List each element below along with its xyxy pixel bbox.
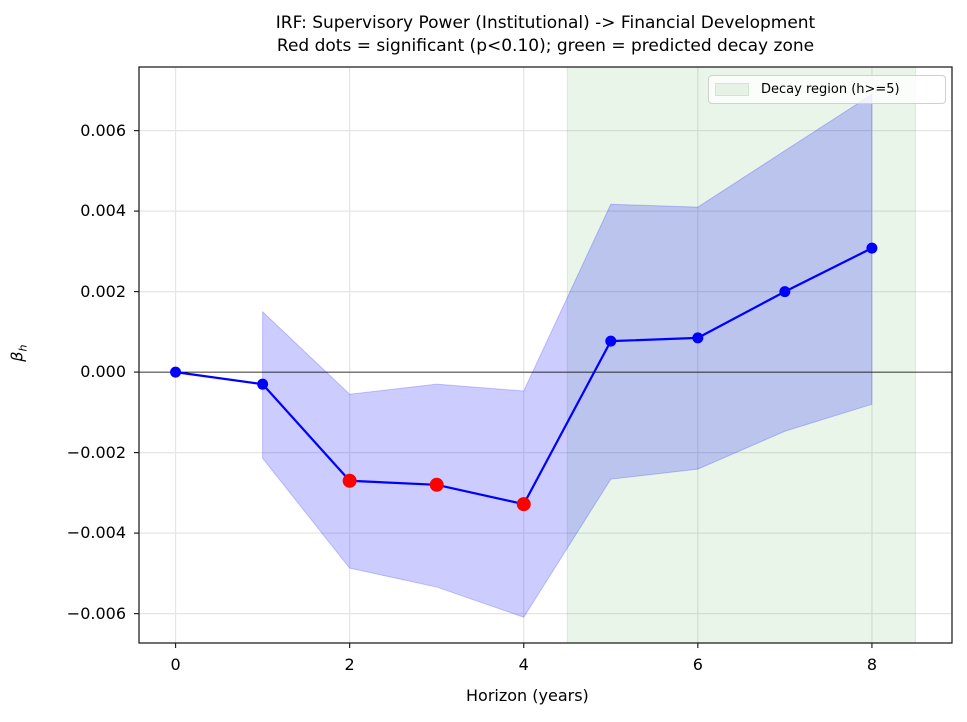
- y-axis-title-main: β: [7, 351, 27, 362]
- x-tick-label: 6: [692, 655, 703, 674]
- x-tick-label: 8: [866, 655, 877, 674]
- gridlines: [139, 67, 952, 643]
- x-tick-label: 0: [170, 655, 181, 674]
- chart-title-line1: IRF: Supervisory Power (Institutional) -…: [275, 13, 816, 33]
- data-marker: [866, 242, 878, 254]
- significant-marker: [342, 473, 357, 488]
- y-tick-label: 0.006: [80, 120, 126, 140]
- data-marker: [605, 335, 617, 347]
- x-axis-title: Horizon (years): [466, 686, 589, 705]
- x-tick-label: 2: [344, 655, 355, 674]
- decay-region: [566, 66, 916, 644]
- legend-label-decay: Decay region (h>=5): [761, 82, 900, 97]
- axes-frame: [138, 66, 953, 644]
- chart-title-line2: Red dots = significant (p<0.10); green =…: [276, 36, 815, 56]
- y-tick-label: 0.002: [80, 281, 126, 301]
- significant-marker: [516, 497, 531, 512]
- x-tick-label: 4: [518, 655, 529, 674]
- irf-markers: [170, 242, 878, 512]
- legend: Decay region (h>=5): [708, 75, 946, 104]
- legend-swatch-decay: [715, 83, 749, 96]
- axis-ticks: [134, 129, 873, 648]
- data-marker: [779, 286, 791, 298]
- confidence-band: [262, 93, 873, 618]
- data-marker: [257, 378, 269, 390]
- significant-marker: [429, 477, 444, 492]
- y-axis-title: βh: [8, 344, 30, 361]
- y-tick-label: −0.006: [66, 603, 126, 623]
- y-axis-title-sub: h: [16, 344, 30, 352]
- y-tick-label: −0.004: [66, 523, 126, 543]
- y-tick-label: 0.000: [80, 362, 126, 382]
- data-marker: [692, 332, 704, 344]
- y-tick-label: 0.004: [80, 201, 126, 221]
- data-marker: [170, 366, 182, 378]
- y-tick-label: −0.002: [66, 442, 126, 462]
